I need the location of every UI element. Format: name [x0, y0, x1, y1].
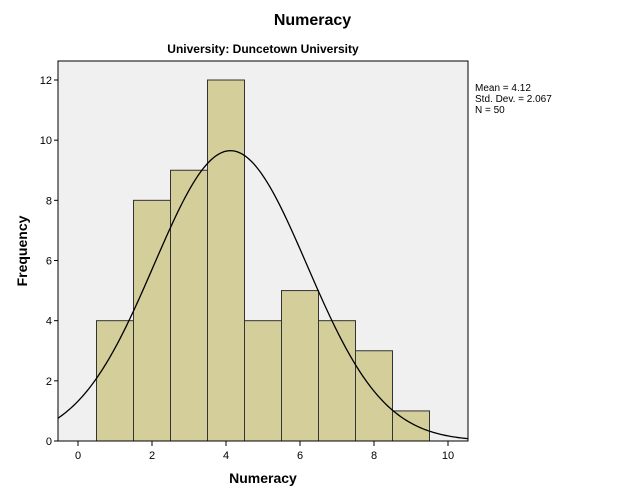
histogram-bar [244, 320, 282, 442]
histogram-bar [318, 320, 356, 442]
histogram-bar [355, 350, 393, 442]
x-tick-label: 0 [75, 450, 81, 462]
histogram-bar [207, 79, 245, 442]
y-tick-label: 6 [46, 256, 52, 268]
y-tick-label: 8 [46, 195, 52, 207]
x-axis: 0 2 4 6 8 10 [75, 441, 454, 462]
stat-mean: Mean = 4.12 [475, 83, 531, 94]
y-axis-label: Frequency [14, 215, 30, 287]
x-tick-label: 8 [371, 450, 377, 462]
histogram-bar [170, 169, 208, 442]
chart-subtitle: University: Duncetown University [167, 42, 359, 56]
y-tick-label: 2 [46, 376, 52, 388]
histogram-bars [96, 79, 430, 442]
histogram-bar [133, 199, 171, 442]
histogram-bar [281, 290, 319, 442]
x-tick-label: 4 [223, 450, 229, 462]
chart-title: Numeracy [273, 12, 352, 29]
y-tick-label: 4 [46, 316, 52, 328]
y-tick-label: 10 [40, 135, 52, 147]
histogram-bar [96, 320, 134, 442]
y-tick-label: 12 [40, 75, 52, 87]
y-tick-label: 0 [46, 436, 52, 448]
normal-curve [57, 150, 469, 440]
x-tick-label: 10 [442, 450, 454, 462]
stat-std-dev: Std. Dev. = 2.067 [475, 94, 552, 105]
x-tick-label: 2 [149, 450, 155, 462]
x-tick-label: 6 [297, 450, 303, 462]
y-axis: 0 2 4 6 8 10 12 [40, 75, 58, 448]
plot-frame [57, 60, 469, 442]
summary-statistics: Mean = 4.12 Std. Dev. = 2.067 N = 50 [475, 83, 552, 116]
stat-n: N = 50 [475, 105, 505, 116]
x-axis-label: Numeracy [229, 470, 297, 486]
